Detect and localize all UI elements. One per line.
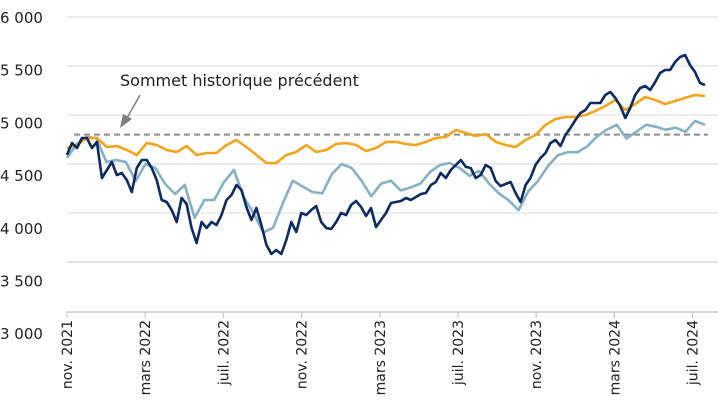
y-tick-label: 3 500 (0, 273, 43, 291)
x-tick-label: mars 2023 (373, 320, 389, 395)
x-tick-label: juil. 2023 (451, 320, 467, 386)
y-tick-label: 4 000 (0, 220, 43, 238)
y-tick-label: 6 000 (0, 9, 43, 27)
annotation-arrow-icon (120, 94, 141, 128)
series-line-orange (66, 93, 706, 165)
y-tick-label: 5 500 (0, 62, 43, 80)
x-tick-label: juil. 2022 (216, 320, 232, 386)
x-axis-labels: nov. 2021 mars 2022 juil. 2022 nov. 2022 mar… (60, 312, 702, 395)
x-tick-label: mars 2022 (138, 320, 154, 395)
annotation-label: Sommet historique précédent (120, 71, 359, 90)
x-tick-label: nov. 2021 (60, 320, 76, 389)
y-tick-label: 4 500 (0, 167, 43, 185)
series-line-dark (65, 53, 706, 256)
series-line-light (65, 119, 706, 234)
y-tick-label: 3 000 (0, 325, 43, 343)
x-tick-label: mars 2024 (607, 320, 623, 395)
x-tick-label: nov. 2022 (295, 320, 311, 389)
y-axis-labels: 3 000 3 500 4 000 4 500 5 000 5 500 6 000 (0, 9, 43, 343)
x-tick-label: nov. 2023 (529, 320, 545, 389)
x-tick-label: juil. 2024 (686, 320, 702, 386)
series-lines (65, 53, 706, 256)
gridlines (67, 16, 718, 263)
y-tick-label: 5 000 (0, 114, 43, 132)
